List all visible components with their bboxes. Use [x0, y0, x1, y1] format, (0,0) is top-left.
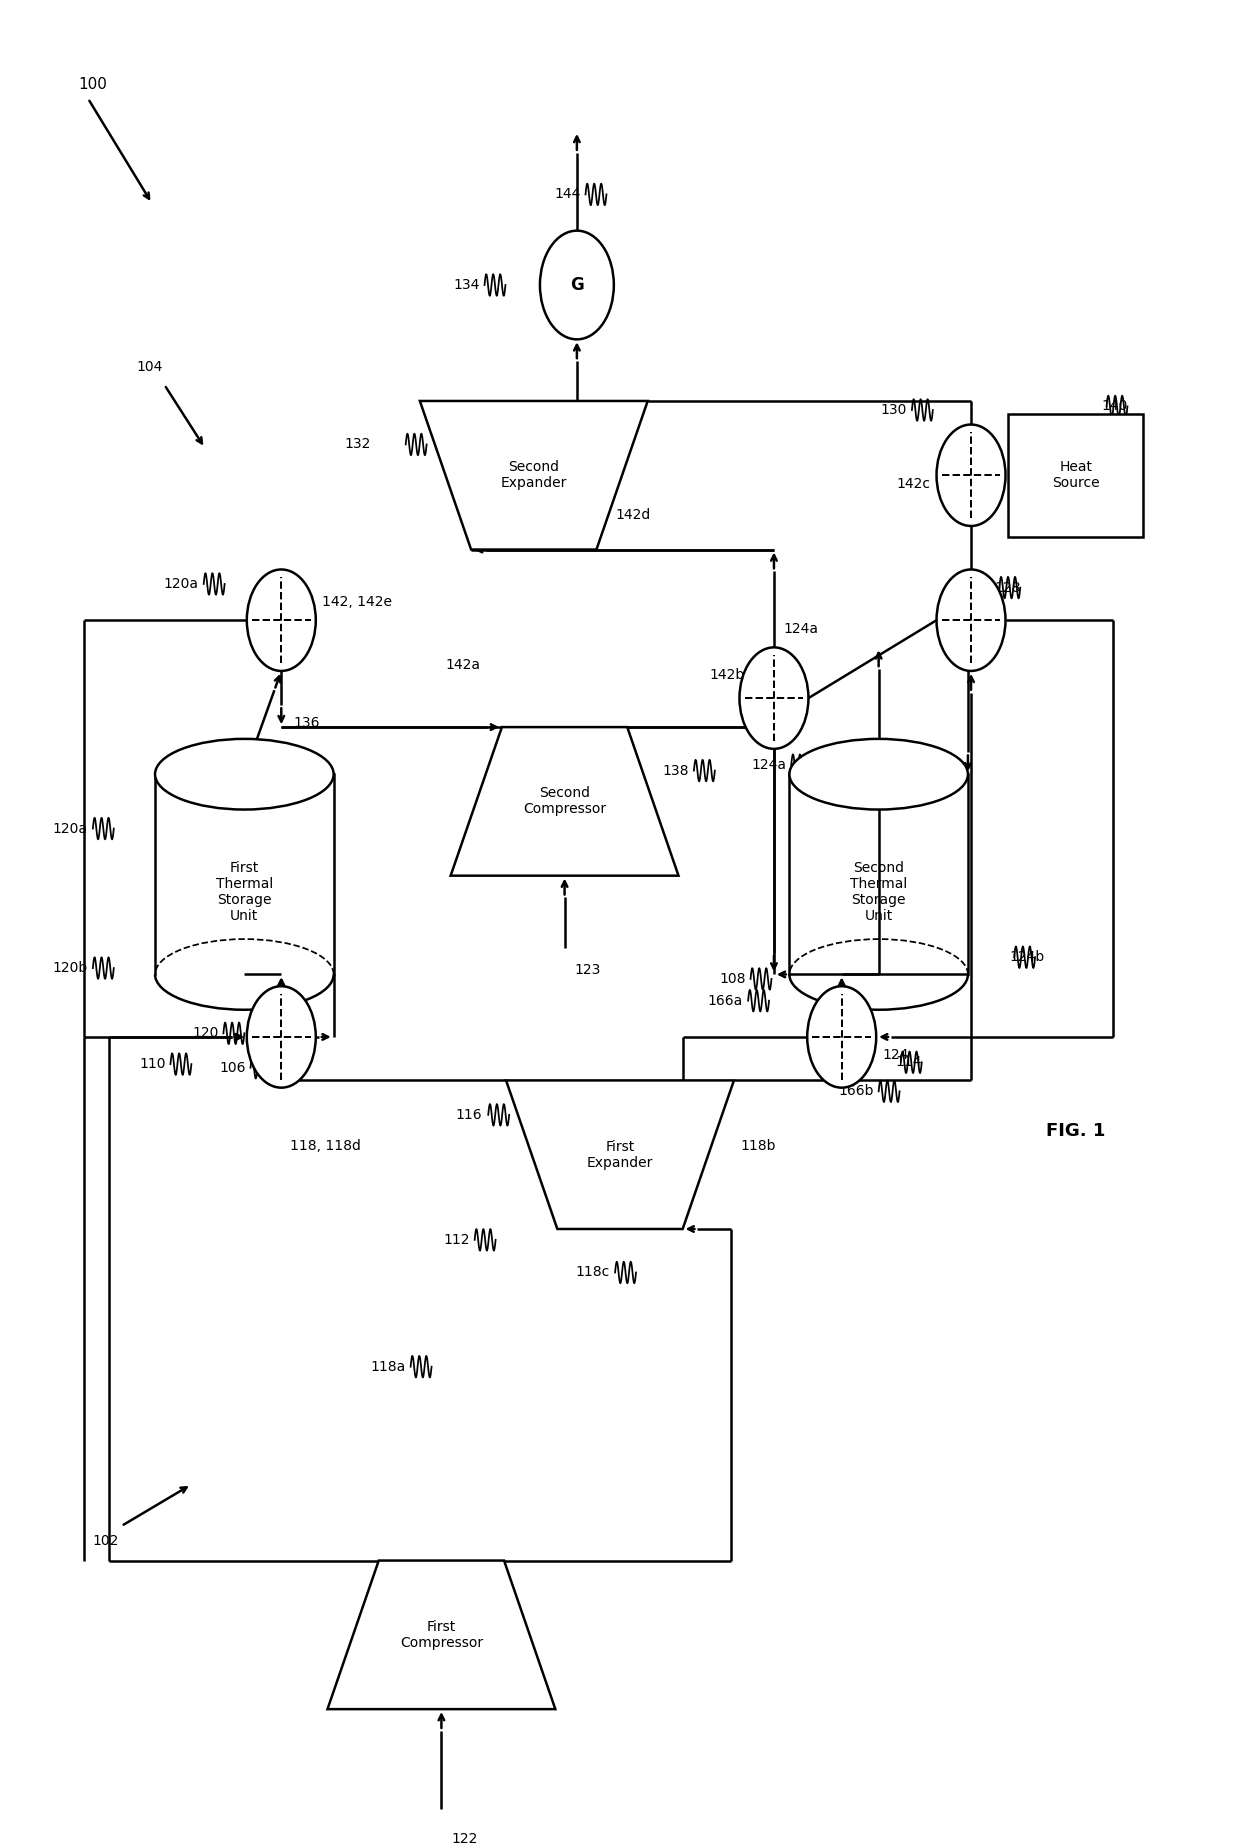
Text: 118c: 118c: [575, 1265, 610, 1280]
Text: 124a: 124a: [784, 622, 818, 635]
Text: 122: 122: [451, 1832, 477, 1847]
Text: Heat
Source: Heat Source: [1052, 460, 1100, 489]
Circle shape: [739, 648, 808, 748]
Text: G: G: [570, 275, 584, 294]
Text: 134: 134: [453, 279, 480, 292]
Text: FIG. 1: FIG. 1: [1047, 1123, 1105, 1140]
Text: 144: 144: [554, 187, 580, 201]
Circle shape: [539, 231, 614, 340]
Text: 120a: 120a: [164, 576, 198, 591]
Text: 142a: 142a: [445, 659, 480, 672]
Text: 140: 140: [1101, 399, 1128, 414]
Ellipse shape: [790, 739, 968, 809]
Text: 120b: 120b: [52, 960, 88, 975]
Text: 166a: 166a: [708, 994, 743, 1008]
Text: 118a: 118a: [371, 1359, 405, 1374]
Text: 106: 106: [219, 1060, 246, 1075]
Text: 114: 114: [895, 1055, 923, 1069]
Text: 116: 116: [455, 1108, 482, 1121]
Text: 142c: 142c: [897, 477, 930, 491]
Polygon shape: [506, 1080, 734, 1228]
Text: 108: 108: [719, 972, 745, 986]
Circle shape: [807, 986, 877, 1088]
Text: 142b: 142b: [711, 667, 745, 682]
Text: Second
Expander: Second Expander: [501, 460, 567, 489]
Text: 142, 142e: 142, 142e: [322, 595, 392, 610]
Text: 123: 123: [574, 962, 601, 977]
Text: 132: 132: [345, 438, 371, 451]
Text: First
Thermal
Storage
Unit: First Thermal Storage Unit: [216, 861, 273, 924]
Circle shape: [936, 569, 1006, 670]
Circle shape: [936, 425, 1006, 526]
Text: First
Expander: First Expander: [587, 1140, 653, 1169]
Text: 138: 138: [662, 763, 689, 778]
Text: 112: 112: [443, 1232, 470, 1247]
Bar: [1008, 414, 1143, 537]
Text: 104: 104: [136, 360, 162, 373]
Text: 124: 124: [883, 1047, 909, 1062]
Text: First
Compressor: First Compressor: [399, 1620, 482, 1649]
Text: 102: 102: [93, 1533, 119, 1548]
Text: Second
Thermal
Storage
Unit: Second Thermal Storage Unit: [851, 861, 908, 924]
Text: 130: 130: [880, 403, 906, 417]
Text: 124b: 124b: [1009, 949, 1044, 964]
Ellipse shape: [155, 739, 334, 809]
Text: 100: 100: [78, 76, 107, 92]
Polygon shape: [420, 401, 647, 550]
Text: 118, 118d: 118, 118d: [290, 1138, 361, 1153]
Text: 142d: 142d: [615, 508, 650, 523]
Circle shape: [247, 569, 316, 670]
Text: 136: 136: [294, 715, 320, 730]
Polygon shape: [450, 728, 678, 875]
Text: 120: 120: [192, 1027, 218, 1040]
Text: 120a: 120a: [53, 822, 88, 835]
Text: 128: 128: [994, 580, 1021, 595]
Text: 118b: 118b: [740, 1138, 776, 1153]
Text: 166b: 166b: [838, 1084, 874, 1099]
Text: 124a: 124a: [751, 757, 786, 772]
Circle shape: [247, 986, 316, 1088]
Text: 110: 110: [139, 1056, 165, 1071]
Polygon shape: [327, 1561, 556, 1708]
Text: Second
Compressor: Second Compressor: [523, 787, 606, 816]
